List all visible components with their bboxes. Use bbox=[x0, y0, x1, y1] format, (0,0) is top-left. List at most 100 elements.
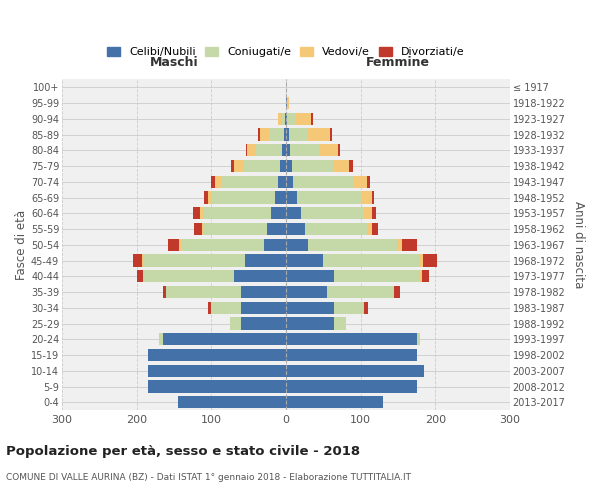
Bar bbox=[242, 160, 280, 172]
Bar bbox=[269, 128, 284, 140]
Bar bbox=[398, 238, 401, 251]
Bar bbox=[286, 286, 327, 298]
Text: Maschi: Maschi bbox=[149, 56, 198, 70]
Bar bbox=[202, 223, 204, 235]
Bar bbox=[204, 207, 271, 220]
Bar bbox=[208, 302, 211, 314]
Bar bbox=[241, 318, 286, 330]
Bar bbox=[372, 192, 374, 203]
Bar bbox=[305, 223, 368, 235]
Bar bbox=[247, 144, 256, 156]
Bar bbox=[286, 333, 416, 345]
Bar bbox=[394, 286, 400, 298]
Bar bbox=[289, 128, 308, 140]
Bar bbox=[267, 223, 286, 235]
Bar bbox=[286, 223, 305, 235]
Bar bbox=[163, 333, 286, 345]
Bar bbox=[233, 270, 286, 282]
Bar bbox=[308, 238, 398, 251]
Bar bbox=[256, 144, 282, 156]
Bar bbox=[194, 223, 202, 235]
Bar bbox=[361, 192, 372, 203]
Bar bbox=[301, 207, 364, 220]
Bar bbox=[286, 97, 287, 110]
Bar bbox=[282, 112, 285, 125]
Bar bbox=[323, 254, 421, 266]
Bar bbox=[148, 380, 286, 392]
Bar bbox=[148, 364, 286, 377]
Bar bbox=[292, 160, 333, 172]
Bar bbox=[282, 144, 286, 156]
Bar bbox=[286, 238, 308, 251]
Bar bbox=[263, 238, 286, 251]
Bar bbox=[286, 176, 293, 188]
Bar bbox=[271, 207, 286, 220]
Bar bbox=[286, 192, 297, 203]
Bar bbox=[286, 396, 383, 408]
Bar bbox=[286, 112, 287, 125]
Bar bbox=[166, 286, 241, 298]
Bar bbox=[179, 238, 181, 251]
Bar bbox=[163, 286, 166, 298]
Bar bbox=[286, 144, 290, 156]
Bar bbox=[193, 207, 200, 220]
Bar bbox=[422, 254, 437, 266]
Bar bbox=[334, 270, 421, 282]
Bar bbox=[295, 112, 311, 125]
Bar bbox=[364, 302, 368, 314]
Bar bbox=[280, 160, 286, 172]
Bar bbox=[230, 318, 241, 330]
Bar bbox=[286, 160, 292, 172]
Bar bbox=[137, 270, 143, 282]
Bar bbox=[421, 270, 422, 282]
Bar bbox=[181, 238, 263, 251]
Bar bbox=[286, 128, 289, 140]
Bar bbox=[178, 396, 286, 408]
Bar bbox=[260, 128, 269, 140]
Bar bbox=[148, 349, 286, 361]
Bar bbox=[285, 112, 286, 125]
Bar bbox=[368, 223, 372, 235]
Bar bbox=[211, 302, 241, 314]
Bar bbox=[372, 223, 378, 235]
Bar bbox=[293, 176, 353, 188]
Bar bbox=[143, 270, 144, 282]
Bar bbox=[401, 238, 416, 251]
Bar bbox=[286, 270, 334, 282]
Bar bbox=[286, 302, 334, 314]
Bar bbox=[204, 223, 267, 235]
Text: Popolazione per età, sesso e stato civile - 2018: Popolazione per età, sesso e stato civil… bbox=[6, 445, 360, 458]
Bar bbox=[330, 128, 332, 140]
Bar bbox=[133, 254, 142, 266]
Bar bbox=[200, 207, 204, 220]
Bar bbox=[286, 380, 416, 392]
Bar bbox=[245, 144, 247, 156]
Bar bbox=[284, 128, 286, 140]
Bar bbox=[287, 97, 289, 110]
Bar bbox=[364, 207, 372, 220]
Bar bbox=[286, 349, 416, 361]
Bar bbox=[286, 207, 301, 220]
Bar bbox=[297, 192, 361, 203]
Bar bbox=[241, 286, 286, 298]
Bar bbox=[159, 333, 163, 345]
Bar bbox=[278, 176, 286, 188]
Bar bbox=[245, 254, 286, 266]
Bar bbox=[144, 254, 245, 266]
Bar bbox=[144, 270, 233, 282]
Bar bbox=[258, 128, 260, 140]
Bar bbox=[422, 270, 429, 282]
Bar bbox=[349, 160, 353, 172]
Legend: Celibi/Nubili, Coniugati/e, Vedovi/e, Divorziati/e: Celibi/Nubili, Coniugati/e, Vedovi/e, Di… bbox=[103, 42, 469, 62]
Y-axis label: Fasce di età: Fasce di età bbox=[15, 210, 28, 280]
Bar bbox=[287, 112, 295, 125]
Bar bbox=[215, 176, 223, 188]
Bar bbox=[223, 176, 278, 188]
Bar bbox=[308, 128, 330, 140]
Bar bbox=[421, 254, 422, 266]
Bar bbox=[372, 207, 376, 220]
Bar bbox=[286, 364, 424, 377]
Bar bbox=[327, 286, 394, 298]
Text: Femmine: Femmine bbox=[366, 56, 430, 70]
Bar bbox=[232, 160, 233, 172]
